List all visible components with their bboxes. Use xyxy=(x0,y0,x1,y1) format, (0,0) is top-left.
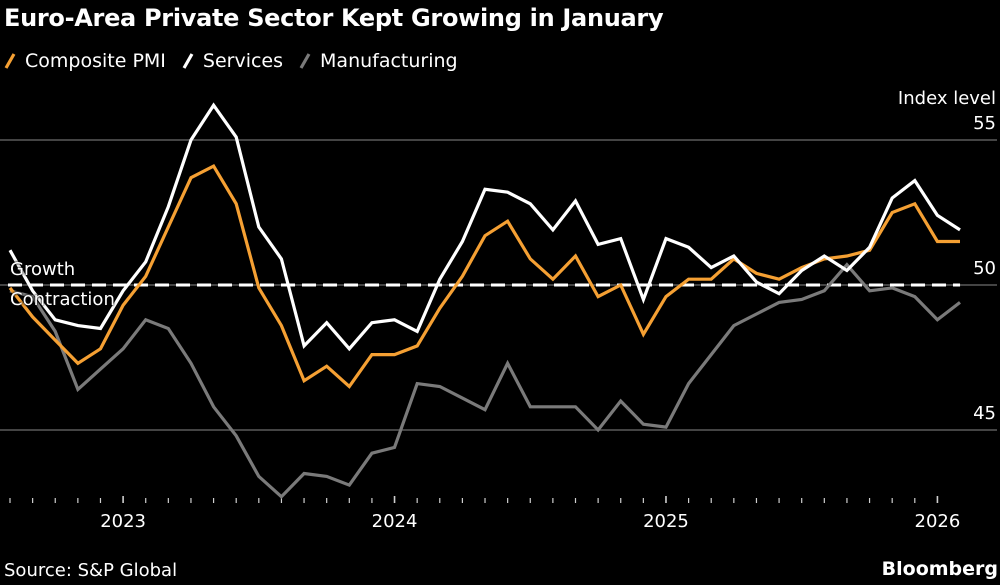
y-axis-unit-label: Index level xyxy=(897,88,996,109)
x-tick-label-2023: 2023 xyxy=(100,511,146,532)
x-tick-label-2024: 2024 xyxy=(371,511,418,532)
series-lines xyxy=(8,102,961,499)
series-line-services xyxy=(8,102,961,352)
series-line-manufacturing xyxy=(9,262,961,499)
x-tick-label-2026: 2026 xyxy=(914,511,961,532)
legend-label-composite: Composite PMI xyxy=(25,50,166,72)
legend-item-manufacturing: Manufacturing xyxy=(299,50,458,72)
series-line-composite-pmi xyxy=(8,163,960,389)
legend-swatch-services-icon xyxy=(182,53,194,69)
legend-label-services: Services xyxy=(202,50,284,72)
y-tick-label-45: 45 xyxy=(973,403,996,424)
legend-item-services: Services xyxy=(182,50,283,72)
legend: Composite PMI Services Manufacturing xyxy=(4,50,474,72)
growth-annotation: Growth xyxy=(10,259,76,280)
y-tick-label-55: 55 xyxy=(973,113,996,134)
legend-swatch-manufacturing-icon xyxy=(299,53,311,69)
source-note: Source: S&P Global xyxy=(4,560,178,581)
x-axis-ticks xyxy=(9,496,939,503)
x-tick-label-2025: 2025 xyxy=(643,511,689,532)
chart-title: Euro-Area Private Sector Kept Growing in… xyxy=(4,4,664,32)
legend-label-manufacturing: Manufacturing xyxy=(320,50,458,72)
y-tick-label-50: 50 xyxy=(973,258,996,279)
bloomberg-logo: Bloomberg xyxy=(881,558,998,580)
legend-item-composite: Composite PMI xyxy=(4,50,166,72)
legend-swatch-composite-icon xyxy=(4,53,16,69)
contraction-annotation: Contraction xyxy=(10,289,115,310)
